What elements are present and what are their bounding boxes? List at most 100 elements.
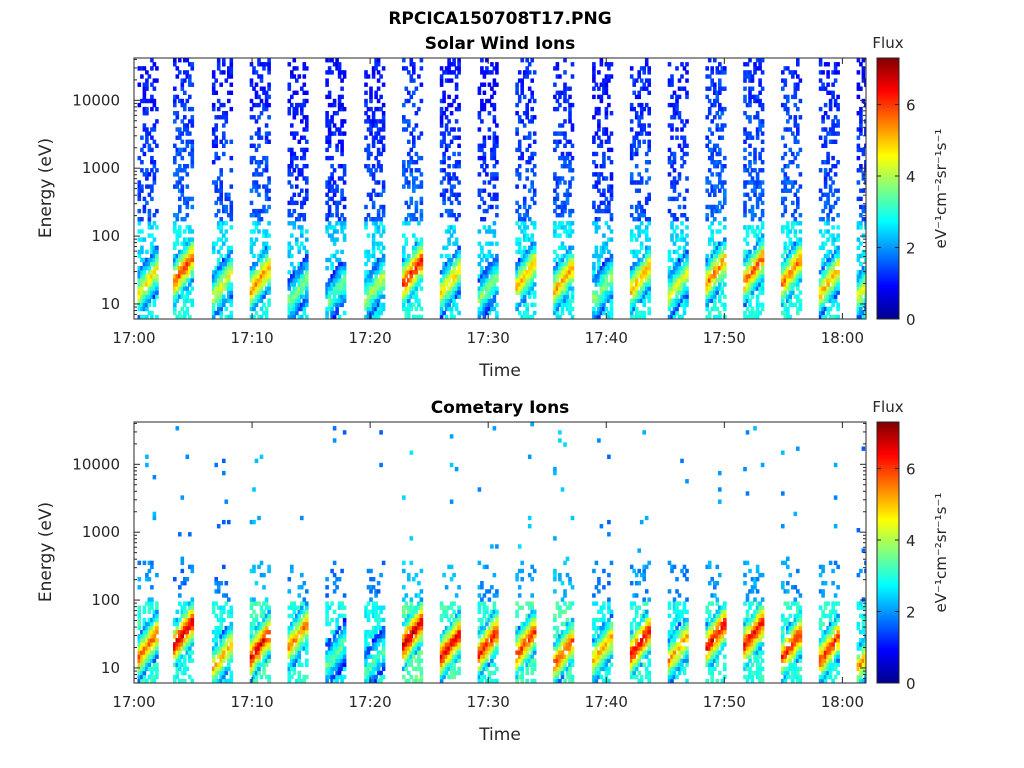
heatmap-cell bbox=[522, 94, 527, 100]
heatmap-cell bbox=[836, 102, 840, 108]
heatmap-cell bbox=[369, 86, 373, 91]
heatmap-cell bbox=[597, 298, 601, 303]
heatmap-cell bbox=[444, 70, 449, 75]
heatmap-cell bbox=[715, 314, 720, 319]
heatmap-cell bbox=[821, 86, 825, 91]
heatmap-cell bbox=[332, 253, 337, 259]
heatmap-cell bbox=[447, 143, 451, 148]
heatmap-cell bbox=[553, 274, 557, 279]
heatmap-cell bbox=[442, 270, 446, 275]
heatmap-cell bbox=[634, 266, 639, 271]
heatmap-cell bbox=[532, 164, 537, 169]
heatmap-cell bbox=[568, 257, 572, 263]
heatmap-cell bbox=[672, 249, 677, 255]
heatmap-cell bbox=[796, 278, 800, 283]
heatmap-cell bbox=[783, 270, 788, 275]
heatmap-cell bbox=[142, 638, 147, 643]
heatmap-cell bbox=[381, 135, 386, 140]
heatmap-cell bbox=[219, 294, 223, 299]
heatmap-cell bbox=[178, 585, 182, 590]
heatmap-cell bbox=[555, 184, 560, 189]
heatmap-cell bbox=[439, 115, 444, 120]
heatmap-cell bbox=[374, 286, 378, 291]
heatmap-cell bbox=[685, 225, 689, 230]
heatmap-cell bbox=[287, 306, 292, 312]
heatmap-cell bbox=[264, 208, 269, 214]
heatmap-cell bbox=[185, 630, 190, 635]
heatmap-cell bbox=[831, 70, 835, 75]
heatmap-cell bbox=[183, 261, 187, 267]
heatmap-cell bbox=[447, 225, 451, 230]
heatmap-cell bbox=[705, 204, 709, 210]
heatmap-cell bbox=[826, 221, 830, 226]
heatmap-cell bbox=[718, 266, 722, 271]
heatmap-cell bbox=[592, 278, 596, 283]
heatmap-cell bbox=[257, 294, 261, 299]
heatmap-cell bbox=[180, 139, 185, 144]
heatmap-cell bbox=[287, 241, 292, 246]
heatmap-cell bbox=[229, 74, 234, 79]
heatmap-cell bbox=[783, 278, 788, 283]
heatmap-cell bbox=[482, 225, 487, 230]
heatmap-cell bbox=[214, 282, 218, 287]
heatmap-cell bbox=[302, 302, 307, 308]
heatmap-cell bbox=[760, 225, 765, 230]
heatmap-cell bbox=[833, 294, 838, 299]
heatmap-cell bbox=[454, 294, 459, 299]
heatmap-cell bbox=[520, 261, 524, 267]
heatmap-cell bbox=[183, 294, 187, 299]
heatmap-cell bbox=[417, 257, 421, 263]
heatmap-cell bbox=[555, 298, 560, 303]
heatmap-cell bbox=[477, 86, 482, 91]
heatmap-cell bbox=[409, 270, 414, 275]
heatmap-cell bbox=[190, 237, 195, 242]
heatmap-cell bbox=[705, 274, 709, 279]
heatmap-cell bbox=[609, 261, 614, 267]
heatmap-cell bbox=[379, 119, 383, 124]
heatmap-cell bbox=[831, 237, 835, 242]
heatmap-cell bbox=[788, 257, 793, 263]
heatmap-cell bbox=[190, 302, 195, 308]
heatmap-cell bbox=[758, 196, 762, 202]
heatmap-cell bbox=[750, 217, 755, 222]
heatmap-cell bbox=[267, 196, 271, 202]
heatmap-cell bbox=[147, 568, 152, 574]
heatmap-cell bbox=[707, 58, 712, 63]
heatmap-cell bbox=[565, 151, 570, 157]
heatmap-cell bbox=[796, 270, 800, 275]
heatmap-cell bbox=[783, 290, 788, 295]
heatmap-cell bbox=[565, 270, 570, 275]
heatmap-cell bbox=[563, 278, 567, 283]
heatmap-cell bbox=[532, 282, 537, 287]
heatmap-cell bbox=[677, 282, 682, 287]
heatmap-cell bbox=[147, 98, 152, 104]
heatmap-cell bbox=[150, 147, 154, 153]
heatmap-cell bbox=[335, 111, 339, 116]
heatmap-cell bbox=[517, 237, 522, 242]
heatmap-cell bbox=[713, 253, 717, 259]
heatmap-cell bbox=[670, 237, 674, 242]
heatmap-cell bbox=[454, 290, 459, 295]
heatmap-cell bbox=[670, 78, 674, 83]
heatmap-cell bbox=[753, 94, 757, 100]
heatmap-cell bbox=[439, 78, 444, 83]
heatmap-cell bbox=[376, 306, 381, 312]
heatmap-cell bbox=[667, 102, 672, 108]
heatmap-cell bbox=[520, 155, 524, 161]
heatmap-cell bbox=[447, 257, 451, 263]
heatmap-cell bbox=[677, 290, 682, 295]
heatmap-cell bbox=[364, 298, 368, 303]
heatmap-cell bbox=[788, 249, 793, 255]
heatmap-cell bbox=[409, 94, 414, 100]
heatmap-cell bbox=[482, 106, 487, 112]
heatmap-cell bbox=[602, 245, 606, 250]
heatmap-cell bbox=[859, 123, 863, 128]
heatmap-cell bbox=[558, 204, 562, 210]
heatmap-cell bbox=[447, 278, 451, 283]
heatmap-cell bbox=[563, 119, 567, 124]
heatmap-cell bbox=[337, 62, 342, 67]
heatmap-cell bbox=[530, 290, 534, 295]
heatmap-cell bbox=[634, 282, 639, 287]
heatmap-cell bbox=[330, 58, 334, 63]
heatmap-cell bbox=[142, 314, 147, 319]
